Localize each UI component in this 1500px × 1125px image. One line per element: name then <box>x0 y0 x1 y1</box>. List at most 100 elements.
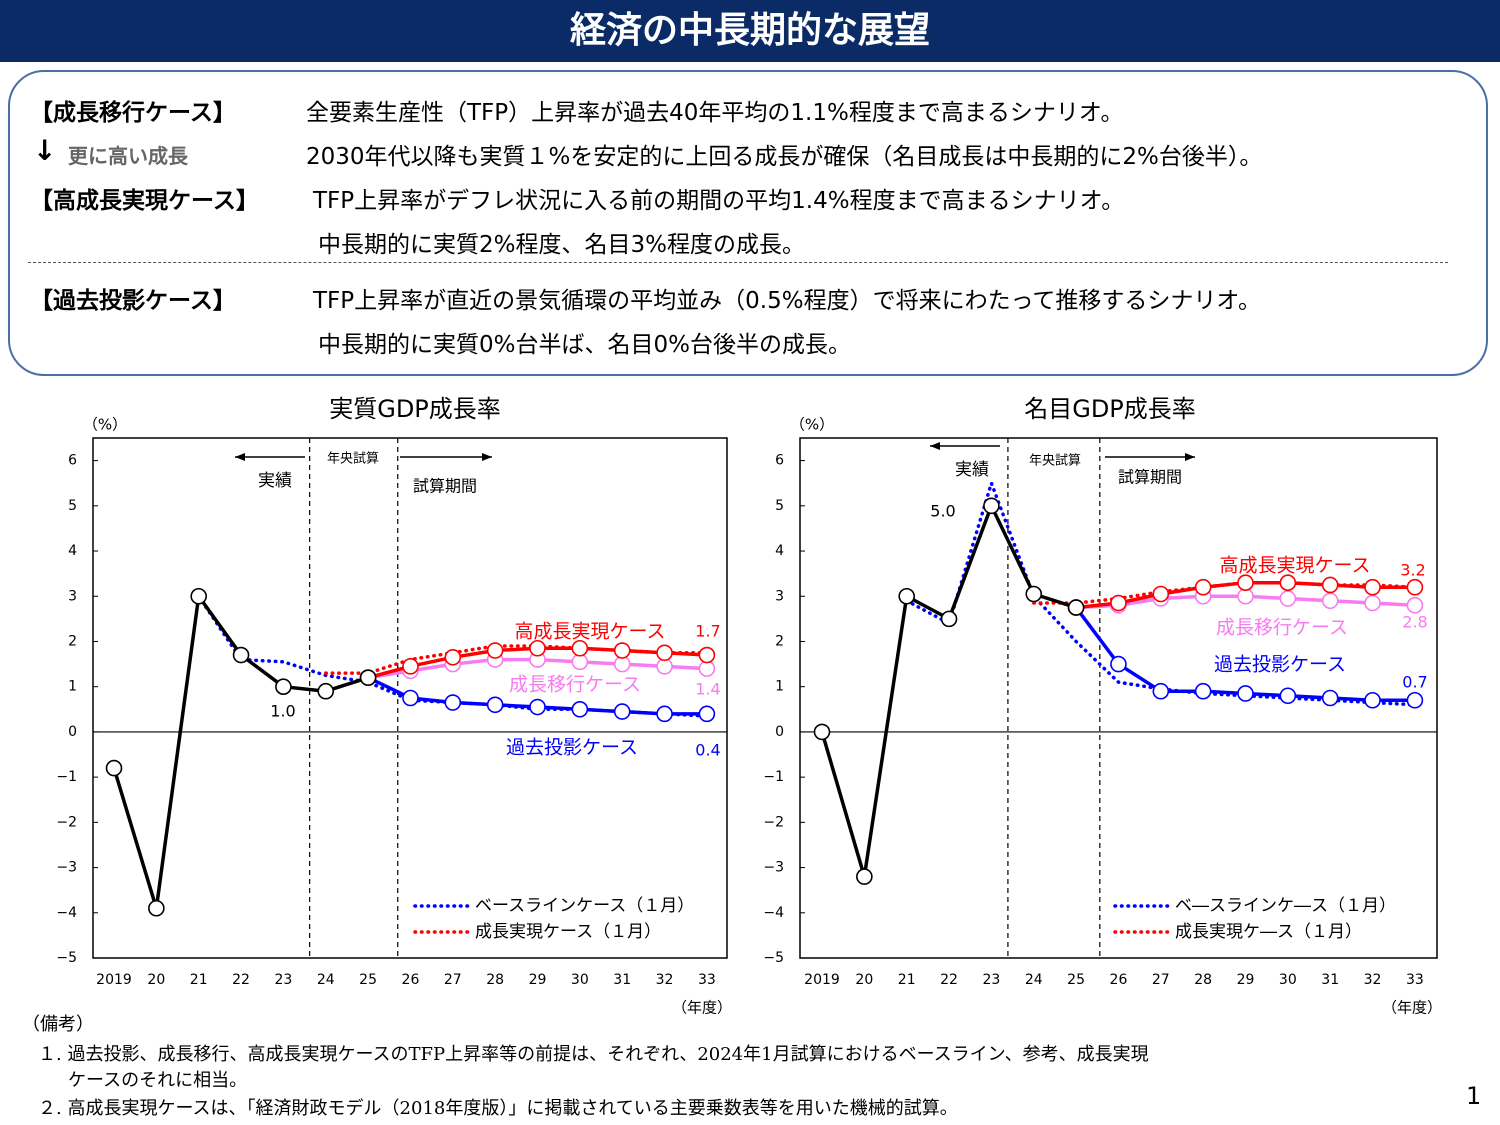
page-title: 経済の中長期的な展望 <box>0 0 1500 62</box>
scenario-label: 更に高い成長 <box>68 144 188 168</box>
note: ２. 高成長実現ケースは、「経済財政モデル（2018年度版）」に掲載されている主… <box>38 1098 958 1119</box>
chart-title: 実質GDP成長率 <box>329 395 501 423</box>
data-point <box>444 694 462 711</box>
data-point <box>656 658 673 675</box>
annotation: 年央試算 <box>1029 454 1081 469</box>
x-tick-label: 29 <box>1237 972 1255 988</box>
value-label: 1.4 <box>695 680 720 699</box>
scenario-label: 【高成長実現ケース】 <box>30 188 259 214</box>
case-label: 過去投影ケース <box>1214 654 1346 676</box>
x-tick-label: 24 <box>317 972 335 988</box>
y-tick-label: 5 <box>68 498 77 514</box>
series-line <box>112 594 370 911</box>
scenario-label: 【過去投影ケース】 <box>30 288 236 314</box>
x-tick-label: 26 <box>1110 972 1128 988</box>
data-point <box>1237 685 1254 702</box>
x-unit-label: （年度） <box>672 999 732 1017</box>
data-point <box>613 655 631 673</box>
case-label: 成長移行ケース <box>1216 617 1348 639</box>
y-tick-label: 1 <box>775 679 784 695</box>
scenario-text: TFP上昇率がデフレ状況に入る前の期間の平均1.4%程度まで高まるシナリオ。 <box>313 188 1125 214</box>
arrow-head <box>482 453 492 461</box>
dotted-line <box>324 644 709 675</box>
y-tick-label: 4 <box>68 543 77 559</box>
notes-heading: （備考） <box>22 1014 94 1035</box>
annotation: 試算期間 <box>1118 468 1182 487</box>
y-tick-label: −4 <box>56 905 77 921</box>
y-tick-label: 3 <box>775 588 784 604</box>
scenario-text: TFP上昇率が直近の景気循環の平均並み（0.5%程度）で将来にわたって推移するシ… <box>313 288 1262 314</box>
y-tick-label: 3 <box>68 588 77 604</box>
legend-label: ベ―スラインケ―ス（１月） <box>1175 896 1396 916</box>
data-point <box>1364 578 1381 596</box>
y-unit-label: （%） <box>83 416 127 434</box>
x-tick-label: 31 <box>613 972 631 988</box>
x-tick-label: 33 <box>1406 972 1424 988</box>
x-tick-label: 30 <box>1279 972 1297 988</box>
value-label: 2.8 <box>1402 613 1427 632</box>
data-point <box>983 497 1000 515</box>
arrow-head <box>1185 453 1195 461</box>
x-tick-label: 25 <box>1067 972 1085 988</box>
data-point <box>1406 597 1424 614</box>
y-tick-label: 5 <box>775 498 784 514</box>
x-tick-label: 27 <box>1152 972 1170 988</box>
scenario-text: 全要素生産性（TFP）上昇率が過去40年平均の1.1%程度まで高まるシナリオ。 <box>306 100 1124 126</box>
arrow-head <box>930 442 940 450</box>
value-label: 1.0 <box>270 702 295 721</box>
data-point <box>571 701 589 718</box>
case-label: 過去投影ケース <box>506 737 638 759</box>
region-label: 実績 <box>955 460 989 480</box>
legend-label: ベースラインケース（１月） <box>475 896 694 916</box>
data-point <box>1406 691 1424 709</box>
y-tick-label: −3 <box>763 860 784 876</box>
x-tick-label: 31 <box>1321 972 1339 988</box>
scenario-text: 中長期的に実質2%程度、名目3%程度の成長。 <box>318 232 805 258</box>
data-point <box>529 698 546 716</box>
chart-title: 名目GDP成長率 <box>1024 395 1196 423</box>
data-point <box>1406 578 1424 596</box>
x-tick-label: 28 <box>1194 972 1212 988</box>
data-point <box>1279 590 1297 607</box>
down-arrow: ↓ <box>33 134 57 167</box>
region-label: 実績 <box>258 471 292 491</box>
x-tick-label: 25 <box>359 972 377 988</box>
y-tick-label: −5 <box>763 950 784 966</box>
data-point <box>1025 585 1043 603</box>
legend-label: 成長実現ケ―ス（１月） <box>1175 922 1362 942</box>
data-point <box>656 705 673 723</box>
data-point <box>656 644 673 662</box>
x-tick-label: 22 <box>232 972 250 988</box>
legend-label: 成長実現ケース（１月） <box>475 922 661 942</box>
note: ケースのそれに相当。 <box>68 1070 248 1091</box>
x-tick-label: 28 <box>486 972 504 988</box>
data-point <box>444 649 462 666</box>
x-tick-label: 2019 <box>804 972 840 988</box>
x-tick-label: 26 <box>402 972 420 988</box>
y-tick-label: −2 <box>763 814 784 830</box>
data-point <box>148 899 165 917</box>
data-point <box>1110 655 1127 673</box>
y-tick-label: 6 <box>68 453 77 469</box>
value-label: 1.7 <box>695 622 720 641</box>
data-point <box>359 669 377 686</box>
data-point <box>1321 689 1339 707</box>
scenario-label: 【成長移行ケース】 <box>30 100 236 126</box>
data-point <box>613 642 631 659</box>
x-tick-label: 21 <box>190 972 208 988</box>
data-point <box>105 759 123 777</box>
data-point <box>1321 592 1339 610</box>
data-point <box>275 678 292 695</box>
data-point <box>1194 682 1212 700</box>
data-point <box>940 610 958 628</box>
scenario-box <box>8 70 1488 376</box>
data-point <box>1067 599 1085 616</box>
data-point <box>1237 587 1254 605</box>
data-point <box>486 696 504 714</box>
data-point <box>529 639 546 657</box>
y-unit-label: （%） <box>790 416 834 434</box>
value-label: 0.4 <box>695 741 720 760</box>
scenario-text: 2030年代以降も実質１%を安定的に上回る成長が確保（名目成長は中長期的に2%台… <box>306 144 1263 170</box>
data-point <box>856 868 873 885</box>
